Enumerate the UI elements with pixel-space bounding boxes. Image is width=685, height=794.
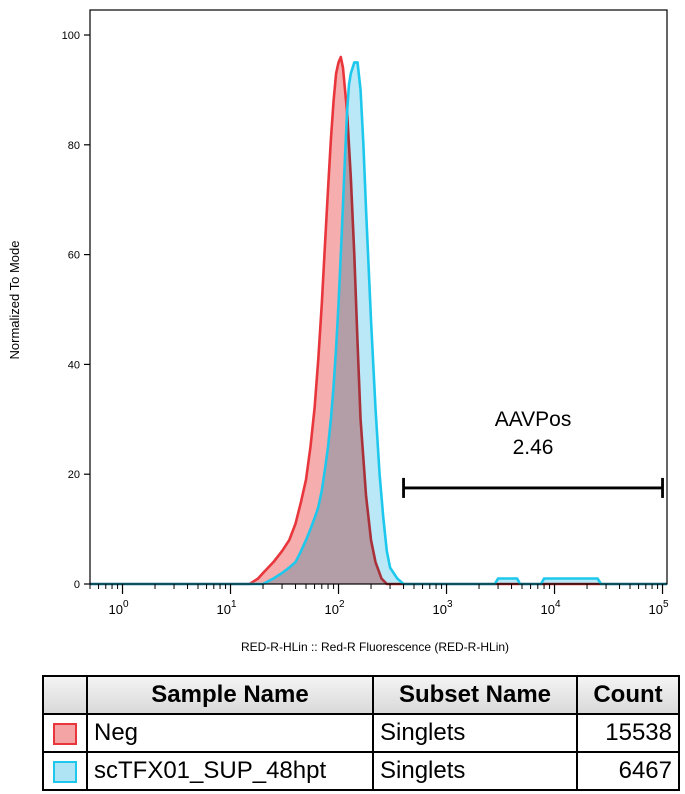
gate-value: 2.46 xyxy=(513,436,554,459)
legend-subset-name: Singlets xyxy=(372,751,578,791)
y-tick-label: 60 xyxy=(68,250,80,262)
y-tick-label: 0 xyxy=(74,579,80,591)
legend-swatch-sctfx01 xyxy=(53,760,77,783)
legend-row[interactable]: scTFX01_SUP_48hpt Singlets 6467 xyxy=(42,751,680,791)
legend-swatch-cell xyxy=(42,751,88,791)
y-tick-label: 80 xyxy=(68,140,80,152)
plot-area xyxy=(90,55,667,586)
plot-frame xyxy=(89,9,668,585)
legend-count: 15538 xyxy=(576,713,680,753)
x-tick-label: 102 xyxy=(325,599,345,617)
y-axis-label: Normalized To Mode xyxy=(7,241,22,360)
x-axis-label: RED-R-HLin :: Red-R Fluorescence (RED-R-… xyxy=(241,640,509,654)
axes: 0 20 40 60 80 100 100 101 102 103 104 105 xyxy=(62,30,669,617)
legend-table: Sample Name Subset Name Count Neg Single… xyxy=(42,675,680,791)
legend-swatch-cell xyxy=(42,713,88,753)
legend-header-sample: Sample Name xyxy=(86,675,374,715)
x-tick-label: 100 xyxy=(108,599,128,617)
legend-sample-name: scTFX01_SUP_48hpt xyxy=(86,751,374,791)
legend-subset-name: Singlets xyxy=(372,713,578,753)
gate-aavpos[interactable]: AAVPos 2.46 xyxy=(402,408,664,498)
legend-header-count: Count xyxy=(576,675,680,715)
x-tick-label: 104 xyxy=(541,599,561,617)
legend-header-subset: Subset Name xyxy=(372,675,578,715)
x-tick-label: 101 xyxy=(217,599,237,617)
series-line-1 xyxy=(90,61,667,586)
histogram-chart: 0 20 40 60 80 100 100 101 102 103 104 105 AAVPos 2.4… xyxy=(7,9,669,654)
legend-header-row: Sample Name Subset Name Count xyxy=(42,675,680,715)
y-tick-label: 40 xyxy=(68,359,80,371)
legend-sample-name: Neg xyxy=(86,713,374,753)
legend-row[interactable]: Neg Singlets 15538 xyxy=(42,713,680,753)
y-tick-label: 20 xyxy=(68,469,80,481)
legend-swatch-neg xyxy=(53,722,77,745)
series-area-1 xyxy=(90,62,667,584)
x-tick-label: 105 xyxy=(649,599,669,617)
y-tick-label: 100 xyxy=(62,30,80,42)
legend-count: 6467 xyxy=(576,751,680,791)
legend-header-blank xyxy=(42,675,88,715)
x-tick-label: 103 xyxy=(433,599,453,617)
gate-name: AAVPos xyxy=(495,408,572,431)
